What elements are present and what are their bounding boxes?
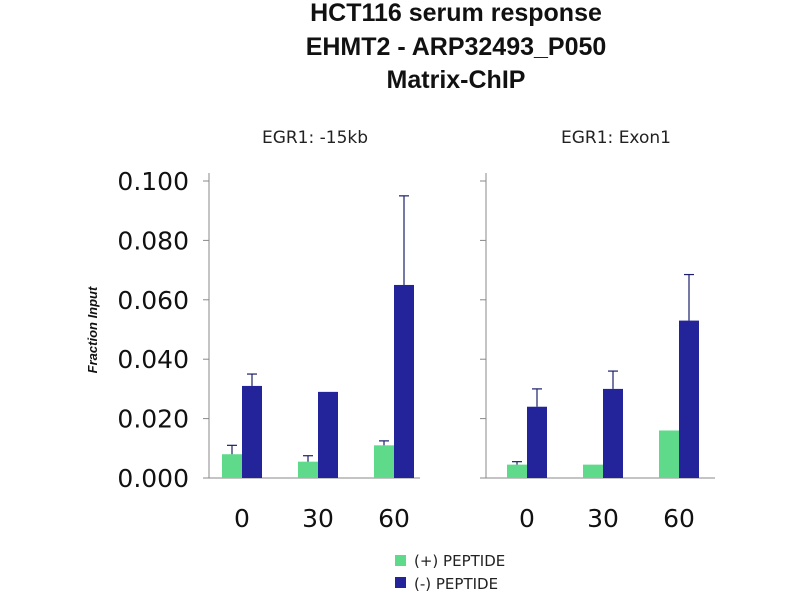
bar-plus-0 [222,454,242,478]
y-tick-label: 0.040 [117,345,189,374]
bar-minus-60 [679,320,699,478]
x-tick-label: 30 [587,504,619,533]
bar-plus-0 [507,464,527,478]
y-tick-label: 0.060 [117,286,189,315]
y-tick-labels: 0.000 0.020 0.040 0.060 0.080 0.100 [117,167,189,493]
panel-1 [203,173,420,479]
bar-minus-0 [242,385,262,478]
x-tick-label: 0 [234,504,250,533]
x-tick-label: 0 [519,504,535,533]
legend-label-plus: (+) PEPTIDE [414,552,505,570]
bar-plus-30 [298,461,318,478]
chart-title-line-2: EHMT2 - ARP32493_P050 [306,33,607,61]
x-tick-label: 60 [378,504,410,533]
chart-title-line-1: HCT116 serum response [310,0,602,27]
panel-1-title: EGR1: -15kb [262,128,368,148]
y-tick-label: 0.000 [117,464,189,493]
bar-plus-30 [583,464,603,478]
legend: (+) PEPTIDE (-) PEPTIDE [395,552,505,593]
bar-plus-60 [659,430,679,478]
chart-title-line-3: Matrix-ChIP [387,66,526,94]
x-tick-labels: 0 30 60 0 30 60 [234,504,695,533]
y-tick-label: 0.020 [117,405,189,434]
panel-2 [480,173,715,479]
bar-minus-30 [318,391,338,478]
x-tick-label: 30 [302,504,334,533]
y-tick-label: 0.080 [117,226,189,255]
bar-minus-0 [527,406,547,478]
y-axis-label: Fraction Input [85,286,100,373]
y-tick-label: 0.100 [117,167,189,196]
legend-label-minus: (-) PEPTIDE [414,575,498,593]
x-tick-label: 60 [663,504,695,533]
bar-plus-60 [374,445,394,478]
bar-minus-30 [603,388,623,478]
legend-swatch-minus [395,577,406,588]
legend-swatch-plus [395,555,406,566]
panel-2-title: EGR1: Exon1 [561,128,671,148]
bar-minus-60 [394,284,414,478]
